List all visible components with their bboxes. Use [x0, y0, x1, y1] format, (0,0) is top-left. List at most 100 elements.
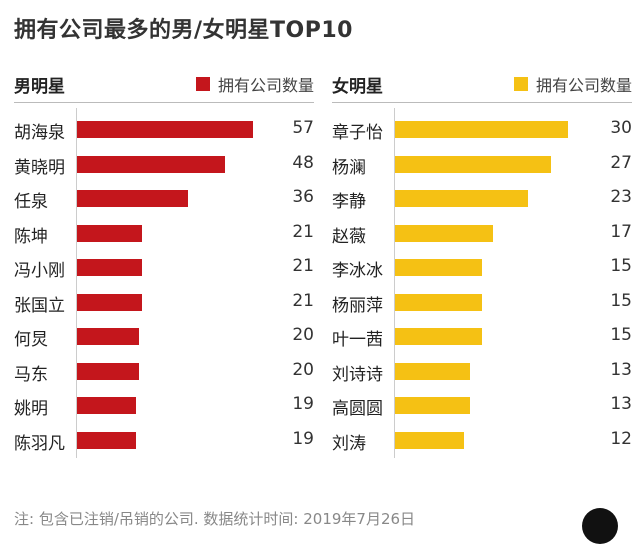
value-label: 21: [292, 290, 314, 311]
bar-row: 冯小刚 21: [14, 252, 314, 287]
value-label: 21: [292, 221, 314, 242]
bar: [77, 259, 142, 276]
legend-swatch: [513, 77, 528, 91]
bar-row: 李冰冰 15: [332, 252, 632, 287]
bar-row: 刘涛 12: [332, 425, 632, 460]
bar-row: 何炅 20: [14, 321, 314, 356]
bar-row: 张国立 21: [14, 287, 314, 322]
bar-row: 刘诗诗 13: [332, 356, 632, 391]
bar: [395, 431, 465, 449]
bar-row: 高圆圆 13: [332, 390, 632, 425]
bar: [395, 362, 471, 380]
bar-row: 赵薇 17: [332, 218, 632, 253]
bar: [395, 190, 528, 207]
header-divider: [332, 102, 632, 103]
bar: [77, 190, 188, 207]
value-label: 20: [292, 359, 314, 380]
category-label: 冯小刚: [14, 261, 65, 281]
value-label: 13: [610, 394, 632, 414]
category-label: 章子怡: [332, 123, 383, 143]
value-label: 12: [610, 428, 632, 449]
bar: [395, 293, 482, 311]
category-label: 刘诗诗: [332, 364, 383, 385]
bar-row: 黄晓明 48: [14, 149, 314, 184]
chart-header: 女明星 拥有公司数量: [332, 70, 632, 98]
value-label: 15: [610, 290, 632, 311]
value-label: 21: [292, 256, 314, 276]
bar: [395, 259, 482, 276]
value-label: 19: [292, 394, 314, 414]
category-label: 杨丽萍: [332, 295, 383, 316]
category-label: 姚明: [14, 399, 48, 419]
brand-logo: [582, 508, 618, 544]
category-label: 马东: [14, 364, 48, 385]
footnote: 注: 包含已注销/吊销的公司. 数据统计时间: 2019年7月26日: [14, 510, 416, 528]
category-label: 杨澜: [332, 157, 366, 178]
bar-axis-line: [394, 108, 395, 458]
value-label: 19: [292, 428, 314, 449]
value-label: 17: [610, 221, 632, 242]
value-label: 30: [610, 118, 632, 138]
legend-swatch: [195, 77, 210, 91]
value-label: 20: [292, 325, 314, 345]
category-label: 张国立: [14, 295, 65, 316]
bar: [77, 155, 225, 173]
category-label: 高圆圆: [332, 399, 383, 419]
value-label: 15: [610, 325, 632, 345]
category-label: 李静: [332, 192, 366, 212]
category-label: 陈羽凡: [14, 433, 65, 454]
category-label: 任泉: [14, 192, 48, 212]
female-stars-chart: 女明星 拥有公司数量 章子怡 30 杨澜 27 李静 23 赵薇 17 李冰冰 15 杨丽萍 15 叶一…: [332, 60, 632, 460]
bar-row: 章子怡 30: [332, 114, 632, 149]
bar: [77, 431, 136, 449]
category-label: 李冰冰: [332, 261, 383, 281]
legend: 拥有公司数量: [195, 72, 314, 96]
bar: [77, 224, 142, 242]
category-label: 何炅: [14, 330, 48, 350]
bar-row: 任泉 36: [14, 183, 314, 218]
category-label: 叶一茜: [332, 330, 383, 350]
category-label: 赵薇: [332, 226, 366, 247]
bar: [395, 121, 569, 138]
category-label: 胡海泉: [14, 123, 65, 143]
value-label: 27: [610, 152, 632, 173]
category-label: 陈坤: [14, 226, 48, 247]
bar: [77, 397, 136, 414]
value-label: 13: [610, 359, 632, 380]
bar: [77, 293, 142, 311]
page-title: 拥有公司最多的男/女明星TOP10: [14, 18, 353, 43]
category-label: 刘涛: [332, 433, 366, 454]
bar-rows: 胡海泉 57 黄晓明 48 任泉 36 陈坤 21 冯小刚 21 张国立 21 何炅 20 马东 20 姚明 19…: [14, 114, 314, 459]
header-divider: [14, 102, 314, 103]
bar-row: 陈坤 21: [14, 218, 314, 253]
bar-row: 姚明 19: [14, 390, 314, 425]
bar-axis-line: [76, 108, 77, 458]
bar-row: 马东 20: [14, 356, 314, 391]
legend-label: 拥有公司数量: [535, 76, 632, 95]
bar: [395, 328, 482, 345]
bar: [395, 155, 552, 173]
value-label: 48: [292, 152, 314, 173]
bar-rows: 章子怡 30 杨澜 27 李静 23 赵薇 17 李冰冰 15 杨丽萍 15 叶一茜 15 刘诗诗 13 高圆圆…: [332, 114, 632, 459]
bar-row: 胡海泉 57: [14, 114, 314, 149]
bar: [77, 362, 139, 380]
bar-row: 叶一茜 15: [332, 321, 632, 356]
female-group-title: 女明星: [332, 77, 383, 97]
bar: [395, 224, 494, 242]
bar-row: 杨丽萍 15: [332, 287, 632, 322]
value-label: 57: [292, 118, 314, 138]
value-label: 23: [610, 187, 632, 207]
bar: [77, 121, 253, 138]
bar-row: 李静 23: [332, 183, 632, 218]
bar-row: 陈羽凡 19: [14, 425, 314, 460]
male-stars-chart: 男明星 拥有公司数量 胡海泉 57 黄晓明 48 任泉 36 陈坤 21 冯小刚 21 张国立 21 何…: [14, 60, 314, 460]
legend: 拥有公司数量: [513, 72, 632, 96]
value-label: 15: [610, 256, 632, 276]
bar-row: 杨澜 27: [332, 149, 632, 184]
category-label: 黄晓明: [14, 157, 65, 178]
bar: [77, 328, 139, 345]
chart-header: 男明星 拥有公司数量: [14, 70, 314, 98]
bar: [395, 397, 471, 414]
value-label: 36: [292, 187, 314, 207]
legend-label: 拥有公司数量: [217, 76, 314, 95]
